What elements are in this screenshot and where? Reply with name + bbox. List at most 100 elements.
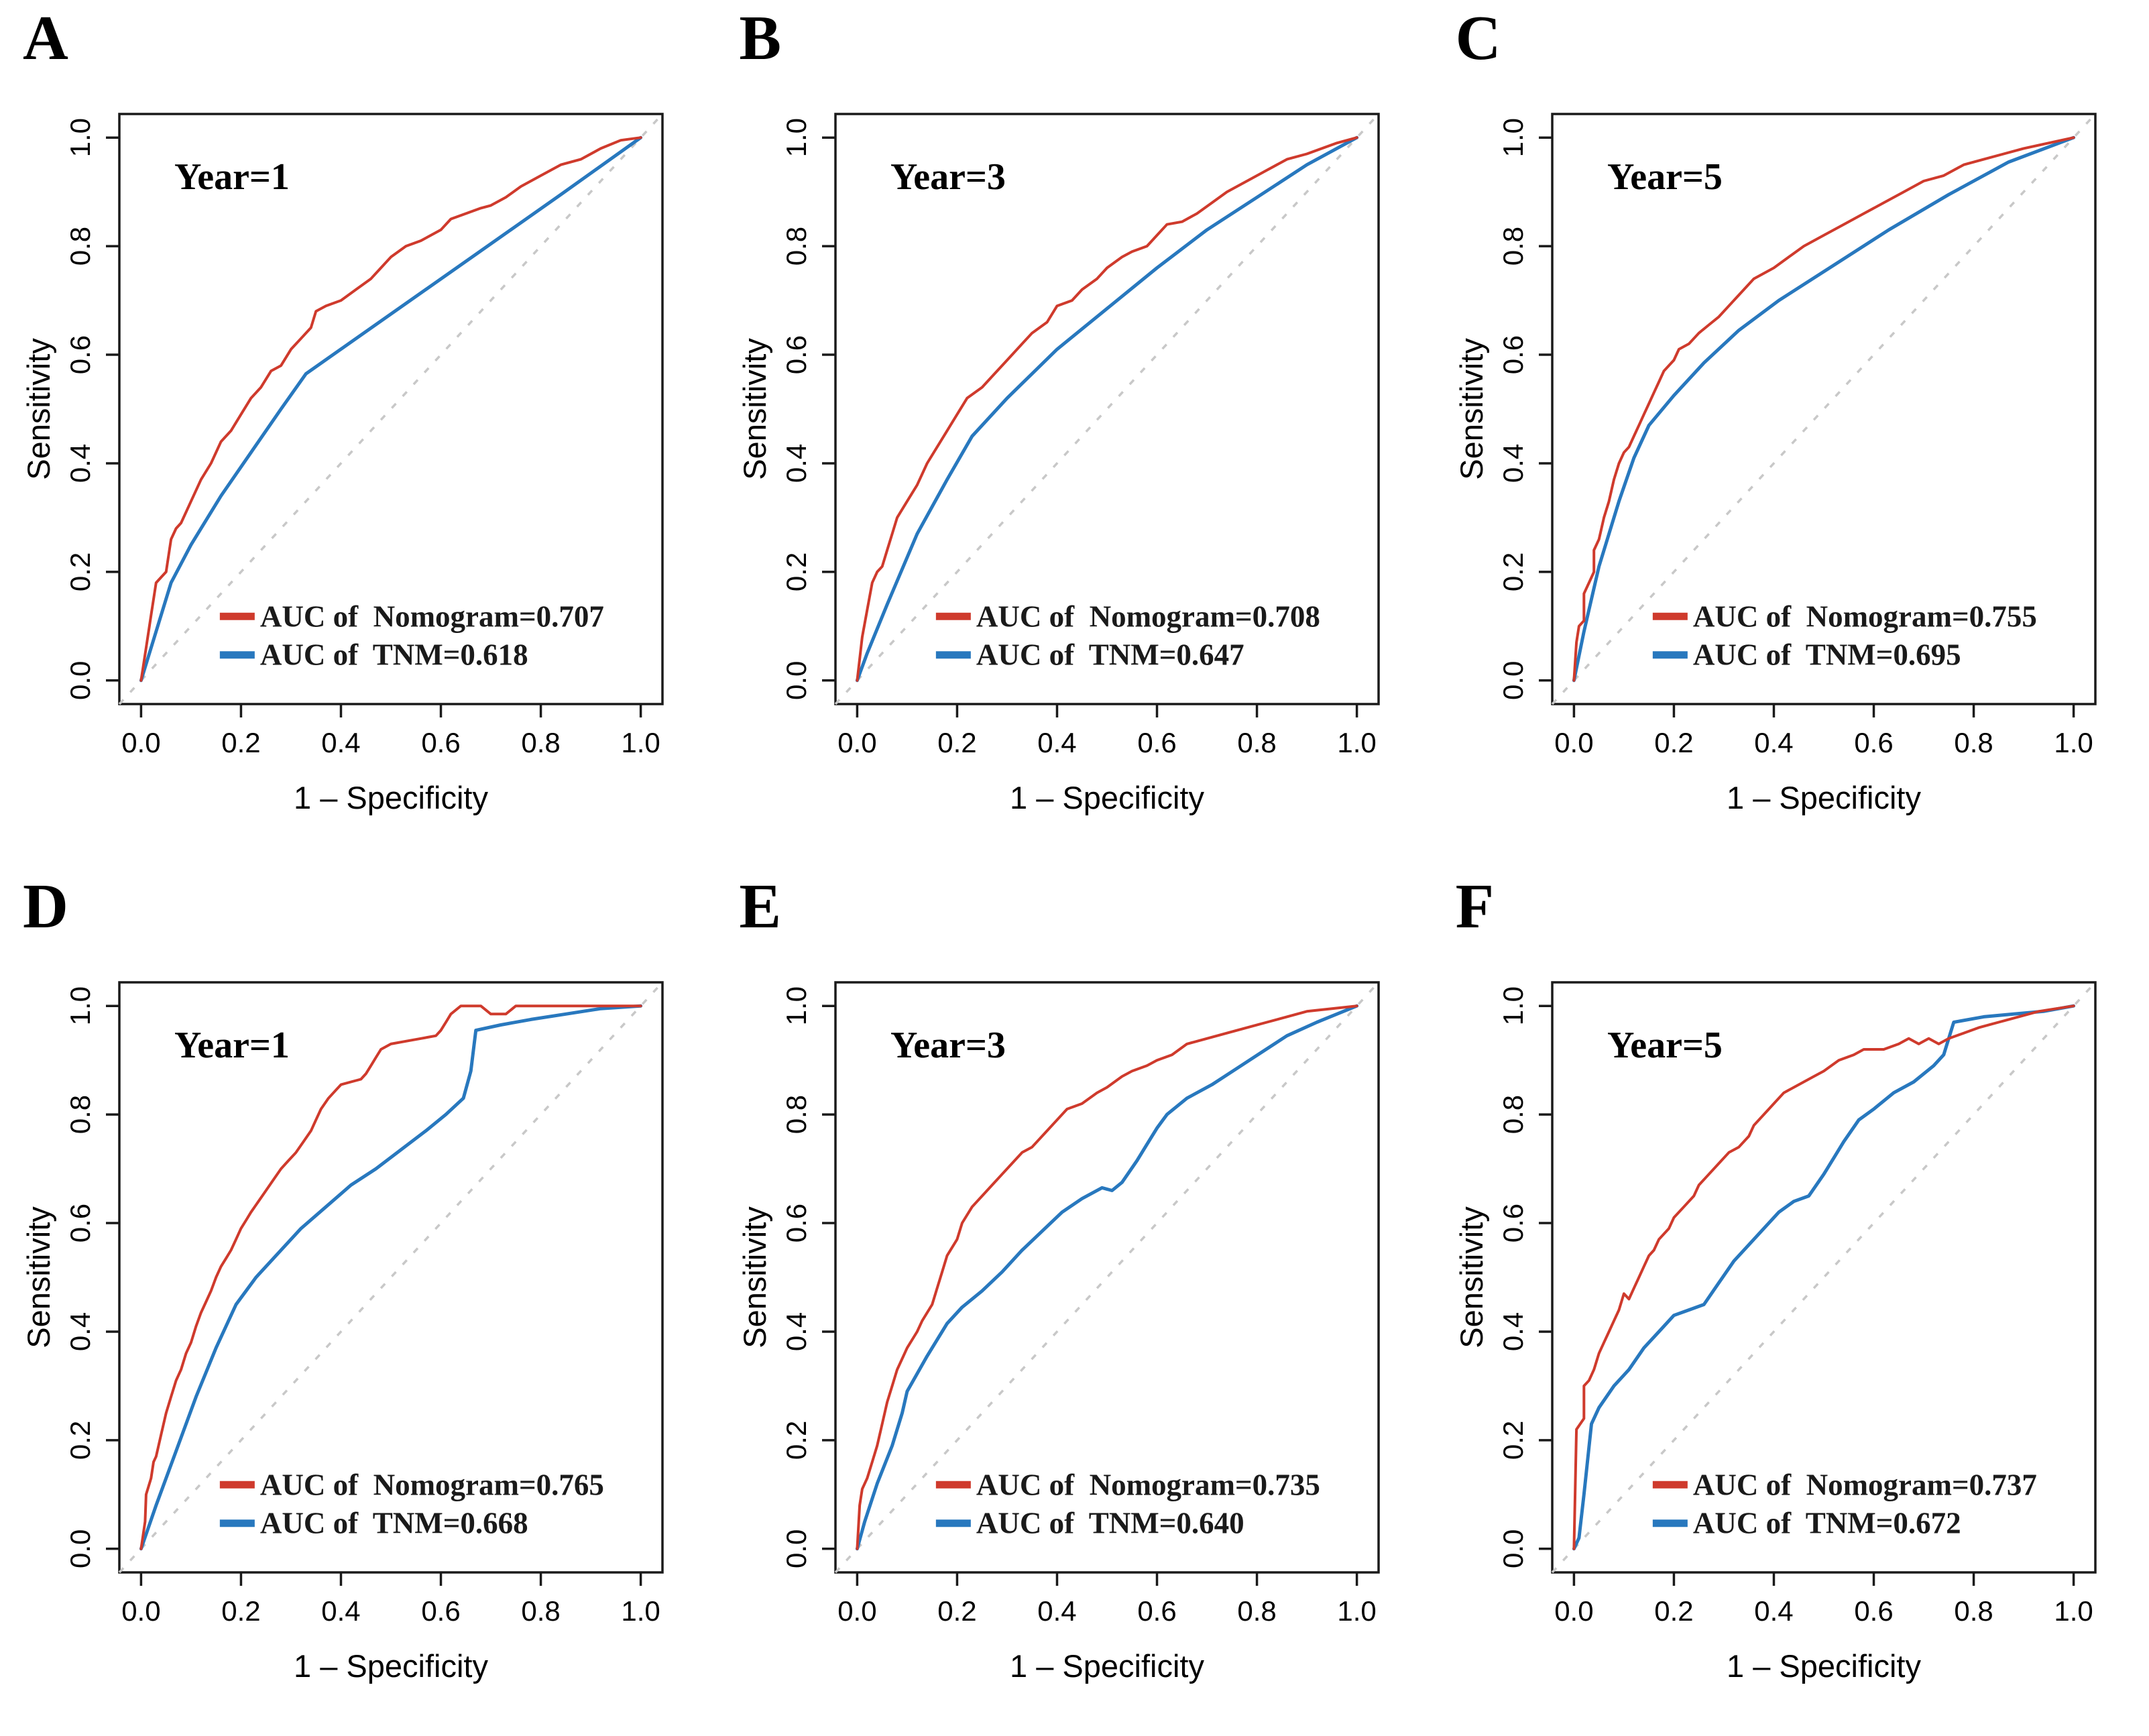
roc-plot: 0.0 0.2 0.4 0.6 0.8 1.0 0.0 0.2 0.4 0.6 0.8 1.0 1 – … (1454, 980, 2097, 1684)
x-tick-label: 0.8 (1954, 1595, 1993, 1627)
panel-title: Year=1 (174, 1025, 290, 1066)
y-tick-label: 0.2 (1497, 1420, 1529, 1459)
x-tick-label: 0.2 (1654, 727, 1693, 758)
plot-frame (118, 980, 664, 1574)
legend-label-tnm: AUC of TNM=0.695 (1693, 638, 1961, 672)
roc-curve-tnm (139, 135, 643, 683)
x-tick-label: 0.2 (938, 727, 977, 758)
diagonal-reference-line (118, 981, 664, 1573)
y-tick-label: 0.2 (1497, 553, 1529, 591)
x-tick-label: 0.2 (938, 1595, 977, 1627)
roc-curve-nomogram (139, 1004, 642, 1550)
x-tick-label: 0.0 (121, 1595, 160, 1627)
x-tick-label: 0.8 (1238, 1595, 1277, 1627)
x-tick-label: 1.0 (1338, 1595, 1377, 1627)
x-tick-label: 0.4 (1038, 727, 1077, 758)
roc-curve-tnm (856, 1004, 1359, 1550)
plot-frame (834, 980, 1381, 1574)
y-tick-label: 0.6 (780, 1203, 812, 1242)
roc-curve-nomogram (856, 136, 1358, 682)
y-tick-label: 0.0 (1497, 661, 1529, 700)
y-tick-label: 0.0 (780, 661, 812, 700)
legend-label-tnm: AUC of TNM=0.668 (260, 1506, 528, 1540)
y-axis-title: Sensitivity (21, 1206, 56, 1348)
x-tick-label: 1.0 (621, 727, 660, 758)
panel-c: C 0.0 0.2 0.4 0.6 0.8 1.0 0.0 0.2 0.4 0.6 0.8 1.0 1 … (1433, 0, 2149, 868)
plot-frame (1550, 980, 2097, 1574)
panel-title: Year=3 (890, 1025, 1006, 1066)
y-tick-label: 0.2 (780, 1420, 812, 1459)
x-tick-label: 0.4 (321, 727, 360, 758)
x-axis-title: 1 – Specificity (294, 780, 488, 815)
y-tick-label: 0.6 (780, 335, 812, 374)
y-axis-title: Sensitivity (1454, 338, 1489, 480)
x-tick-label: 0.0 (1554, 727, 1593, 758)
y-tick-label: 0.8 (780, 1094, 812, 1133)
x-tick-label: 0.6 (421, 727, 460, 758)
y-tick-label: 0.0 (780, 1529, 812, 1568)
roc-plot: 0.0 0.2 0.4 0.6 0.8 1.0 0.0 0.2 0.4 0.6 0.8 1.0 1 – … (737, 113, 1381, 815)
panel-title: Year=5 (1607, 1025, 1723, 1066)
plot-frame (834, 113, 1381, 705)
y-axis-title: Sensitivity (737, 338, 772, 480)
x-tick-label: 0.6 (1138, 1595, 1177, 1627)
x-tick-label: 0.0 (121, 727, 160, 758)
legend-label-nomogram: AUC of Nomogram=0.708 (976, 599, 1320, 633)
x-tick-label: 0.4 (1754, 1595, 1793, 1627)
legend-label-nomogram: AUC of Nomogram=0.735 (976, 1468, 1320, 1501)
x-tick-label: 1.0 (2054, 1595, 2093, 1627)
panel-letter: D (23, 871, 68, 941)
x-tick-label: 0.4 (1754, 727, 1793, 758)
panel-title: Year=5 (1607, 156, 1723, 198)
roc-plot: 0.0 0.2 0.4 0.6 0.8 1.0 0.0 0.2 0.4 0.6 0.8 1.0 1 – … (737, 980, 1381, 1684)
y-tick-label: 0.8 (64, 1094, 96, 1133)
diagonal-reference-line (1551, 113, 2096, 705)
x-axis-title: 1 – Specificity (1010, 1648, 1204, 1684)
x-tick-label: 0.0 (1554, 1595, 1593, 1627)
x-tick-label: 1.0 (1338, 727, 1377, 758)
y-tick-label: 0.4 (64, 1312, 96, 1350)
x-tick-label: 0.8 (1954, 727, 1993, 758)
panel-letter: A (23, 3, 68, 73)
panel-letter: F (1455, 871, 1495, 941)
legend-label-tnm: AUC of TNM=0.647 (976, 638, 1244, 672)
plot-frame (1550, 113, 2097, 705)
x-tick-label: 1.0 (621, 1595, 660, 1627)
legend-label-nomogram: AUC of Nomogram=0.755 (1693, 599, 2037, 633)
y-tick-label: 0.0 (64, 661, 96, 700)
legend-label-nomogram: AUC of Nomogram=0.737 (1693, 1468, 2037, 1501)
panel-title: Year=3 (890, 156, 1006, 198)
y-axis-title: Sensitivity (21, 338, 56, 480)
roc-plot: 0.0 0.2 0.4 0.6 0.8 1.0 0.0 0.2 0.4 0.6 0.8 1.0 1 – … (1454, 113, 2097, 815)
x-axis-title: 1 – Specificity (1010, 780, 1204, 815)
y-tick-label: 0.8 (64, 227, 96, 266)
x-tick-label: 0.0 (838, 727, 877, 758)
y-tick-label: 0.6 (64, 1203, 96, 1242)
x-tick-label: 0.6 (1138, 727, 1177, 758)
x-tick-label: 1.0 (2054, 727, 2093, 758)
y-axis-title: Sensitivity (1454, 1206, 1489, 1348)
panel-title: Year=1 (174, 156, 290, 198)
y-tick-label: 0.6 (1497, 1203, 1529, 1242)
roc-curve-nomogram (139, 136, 642, 682)
diagonal-reference-line (835, 981, 1380, 1573)
x-tick-label: 0.2 (1654, 1595, 1693, 1627)
y-tick-label: 0.8 (1497, 227, 1529, 266)
x-tick-label: 0.8 (521, 727, 560, 758)
panel-letter: C (1455, 3, 1501, 73)
y-tick-label: 1.0 (780, 986, 812, 1025)
y-tick-label: 0.4 (64, 444, 96, 483)
roc-curve-nomogram (1572, 1004, 2075, 1550)
y-tick-label: 0.0 (64, 1529, 96, 1568)
x-tick-label: 0.4 (321, 1595, 360, 1627)
y-tick-label: 1.0 (1497, 118, 1529, 157)
x-tick-label: 0.2 (221, 727, 260, 758)
x-axis-title: 1 – Specificity (1727, 1648, 1921, 1684)
y-tick-label: 0.8 (780, 227, 812, 266)
legend-label-nomogram: AUC of Nomogram=0.765 (260, 1468, 604, 1501)
x-tick-label: 0.2 (221, 1595, 260, 1627)
roc-curve-tnm (139, 1004, 643, 1550)
legend-label-tnm: AUC of TNM=0.640 (976, 1506, 1244, 1540)
y-tick-label: 0.0 (1497, 1529, 1529, 1568)
